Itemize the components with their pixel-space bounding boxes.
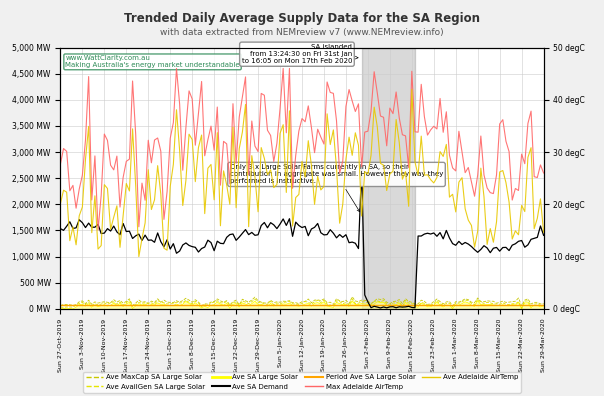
Text: SA islanded
from 13:24:30 on Fri 31st Jan
to 16:05 on Mon 17th Feb 2020: SA islanded from 13:24:30 on Fri 31st Ja… [242, 44, 358, 64]
Legend: Ave MaxCap SA Large Solar, Ave AvailGen SA Large Solar, Ave SA Large Solar, Ave : Ave MaxCap SA Large Solar, Ave AvailGen … [83, 371, 521, 392]
Text: Trended Daily Average Supply Data for the SA Region: Trended Daily Average Supply Data for th… [124, 12, 480, 25]
Text: with data extracted from NEMreview v7 (www.NEMreview.info): with data extracted from NEMreview v7 (w… [160, 28, 444, 37]
Text: www.WattClarity.com.au
Making Australia's energy market understandable: www.WattClarity.com.au Making Australia'… [65, 55, 240, 69]
Text: Only 3 x Large Solar Farms currently in SA, so their
contribution in aggregate w: Only 3 x Large Solar Farms currently in … [230, 164, 443, 212]
Bar [362, 48, 415, 309]
